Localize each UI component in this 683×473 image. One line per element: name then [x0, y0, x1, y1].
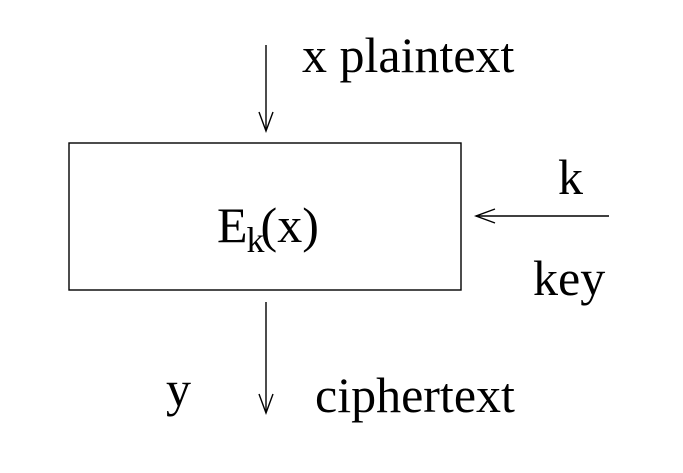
output-arrow	[258, 302, 274, 416]
output-name: ciphertext	[315, 367, 515, 423]
input-label: x plaintext	[302, 30, 514, 80]
key-variable: k	[558, 149, 583, 205]
key-name: key	[533, 250, 606, 306]
encryption-function: Ek(x)	[217, 197, 319, 258]
input-arrow	[258, 45, 274, 134]
function-subscript: k	[246, 220, 265, 260]
function-argument: (x)	[260, 197, 319, 253]
output-variable: y	[166, 361, 191, 417]
key-arrow	[473, 208, 609, 224]
input-name: plaintext	[339, 27, 515, 83]
encryption-box	[68, 142, 462, 291]
input-variable: x	[302, 27, 327, 83]
function-symbol: E	[217, 197, 248, 253]
